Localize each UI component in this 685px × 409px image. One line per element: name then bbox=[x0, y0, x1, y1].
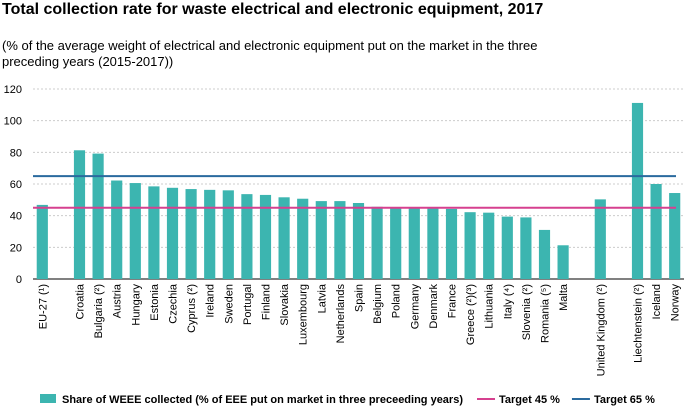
bar bbox=[185, 189, 197, 279]
legend-label: Target 65 % bbox=[594, 394, 655, 406]
x-tick-label: Netherlands bbox=[335, 284, 347, 344]
x-tick-label: Malta bbox=[558, 283, 570, 311]
legend-label: Share of WEEE collected (% of EEE put on… bbox=[62, 394, 463, 406]
x-tick-label: Estonia bbox=[149, 283, 161, 321]
bar bbox=[594, 199, 606, 279]
bar bbox=[278, 197, 290, 279]
bar bbox=[259, 194, 272, 279]
x-tick-label: Bulgaria (²) bbox=[93, 284, 105, 338]
y-tick-label: 20 bbox=[10, 242, 22, 254]
bar bbox=[520, 217, 532, 279]
bar bbox=[464, 212, 476, 279]
bar bbox=[501, 216, 513, 279]
x-tick-label: Italy (⁴) bbox=[502, 284, 514, 319]
bar bbox=[650, 184, 662, 279]
x-tick-label: Poland bbox=[391, 284, 403, 318]
bar bbox=[371, 206, 383, 279]
bar bbox=[204, 189, 216, 279]
y-tick-label: 80 bbox=[10, 147, 22, 159]
bar bbox=[166, 187, 179, 279]
bar bbox=[111, 180, 123, 279]
bar bbox=[315, 201, 327, 279]
x-tick-label: Slovakia bbox=[279, 283, 291, 325]
chart-title: Total collection rate for waste electric… bbox=[2, 1, 544, 18]
bar bbox=[538, 229, 551, 279]
y-tick-label: 0 bbox=[16, 274, 22, 286]
y-tick-label: 120 bbox=[4, 84, 22, 96]
x-tick-label: Ireland bbox=[205, 284, 217, 318]
bar bbox=[408, 207, 420, 279]
bar bbox=[73, 150, 86, 279]
bar bbox=[222, 190, 234, 279]
x-tick-label: Hungary bbox=[130, 284, 142, 326]
x-tick-label: Slovenia (²) bbox=[521, 284, 533, 340]
bar bbox=[148, 186, 160, 279]
x-tick-label: Czechia bbox=[168, 283, 180, 324]
x-tick-label: United Kingdom (²) bbox=[595, 284, 607, 376]
bar bbox=[297, 198, 309, 279]
x-tick-label: Finland bbox=[261, 284, 273, 320]
y-tick-label: 100 bbox=[4, 116, 22, 128]
bar bbox=[631, 102, 644, 279]
x-tick-label: Cyprus (²) bbox=[186, 284, 198, 333]
x-tick-label: EU-27 (¹) bbox=[37, 284, 49, 329]
x-tick-label: Germany bbox=[409, 284, 421, 330]
legend-label: Target 45 % bbox=[499, 394, 560, 406]
x-tick-label: Liechtenstein (²) bbox=[633, 284, 645, 363]
x-tick-label: Belgium bbox=[372, 284, 384, 324]
bar bbox=[427, 208, 439, 279]
bar bbox=[445, 208, 458, 279]
y-tick-label: 40 bbox=[10, 211, 22, 223]
x-tick-label: Denmark bbox=[428, 284, 440, 329]
chart-subtitle: (% of the average weight of electrical a… bbox=[2, 38, 538, 69]
bar bbox=[241, 194, 253, 279]
x-tick-label: Croatia bbox=[75, 283, 87, 319]
x-tick-label: Sweden bbox=[223, 284, 235, 324]
x-tick-label: Romania (⁵) bbox=[540, 284, 552, 343]
x-tick-label: Spain bbox=[354, 284, 366, 312]
y-tick-label: 60 bbox=[10, 179, 22, 191]
x-tick-label: Latvia bbox=[316, 283, 328, 313]
x-tick-label: Norway bbox=[670, 284, 682, 322]
x-tick-label: Iceland bbox=[651, 284, 663, 319]
legend-swatch bbox=[40, 394, 56, 403]
bar bbox=[390, 207, 402, 279]
bar bbox=[557, 245, 569, 279]
x-tick-label: Lithuania bbox=[484, 283, 496, 329]
bar bbox=[36, 204, 48, 279]
x-tick-label: Luxembourg bbox=[298, 284, 310, 345]
bar bbox=[669, 193, 681, 279]
bar bbox=[334, 201, 346, 279]
x-tick-label: Portugal bbox=[242, 284, 254, 325]
x-tick-label: Greece (²)(³) bbox=[465, 284, 477, 345]
bar bbox=[483, 212, 495, 279]
bar bbox=[352, 203, 365, 279]
x-tick-label: Austria bbox=[112, 283, 124, 318]
bar bbox=[92, 153, 104, 279]
x-tick-label: France bbox=[447, 284, 459, 318]
bar bbox=[129, 183, 141, 279]
